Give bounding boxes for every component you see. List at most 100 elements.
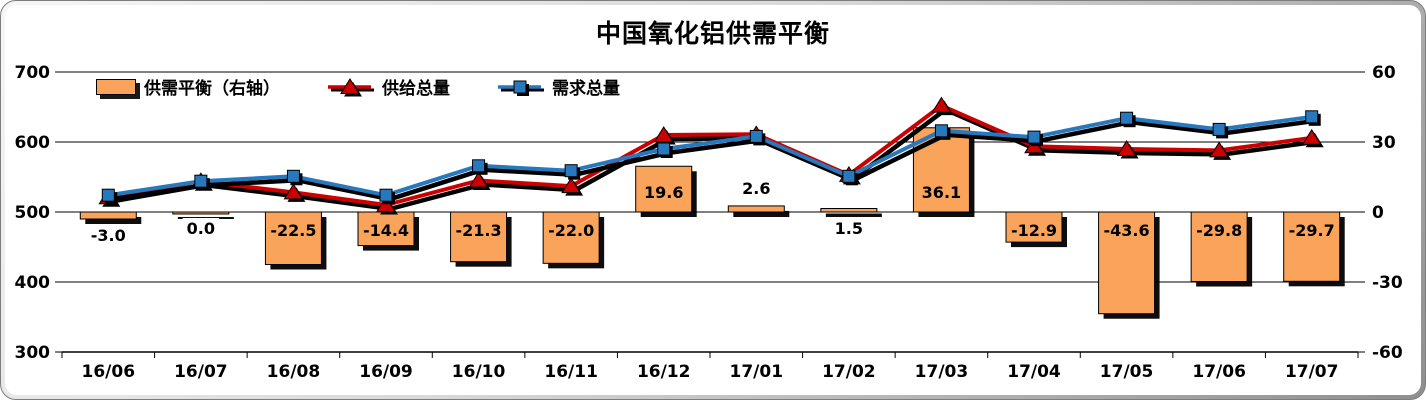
bar-shadow	[825, 213, 882, 217]
square-marker	[513, 80, 527, 93]
legend-item: 供需平衡（右轴）	[96, 74, 280, 99]
bar-label: 0.0	[187, 219, 215, 238]
bar-label: -21.3	[456, 221, 502, 240]
bar-label-bg	[182, 218, 220, 239]
triangle-marker	[653, 126, 674, 142]
x-axis-label: 16/08	[267, 362, 321, 382]
balance-bar	[172, 211, 230, 215]
left-axis-label: 600	[15, 133, 51, 153]
legend-item: 需求总量	[498, 74, 620, 99]
balance-bar	[1098, 211, 1156, 315]
triangle-marker	[931, 96, 952, 113]
bar-label: -22.5	[270, 221, 316, 240]
bar-label-bg	[830, 218, 868, 239]
right-axis-label: 60	[1372, 63, 1396, 83]
balance-bar	[264, 211, 322, 265]
triangle-marker	[561, 177, 582, 194]
square-marker	[1027, 130, 1041, 144]
square-marker	[934, 124, 948, 138]
square-marker	[379, 188, 393, 202]
right-axis-label: -30	[1372, 273, 1403, 293]
x-axis-label: 17/01	[730, 362, 784, 382]
square-marker	[101, 188, 115, 202]
triangle-marker	[340, 77, 360, 94]
triangle-marker	[1301, 128, 1322, 145]
balance-bar	[727, 205, 785, 213]
right-axis-label: 30	[1372, 133, 1396, 153]
balance-bar	[1190, 211, 1248, 283]
square-marker	[194, 174, 208, 188]
square-marker	[1120, 111, 1134, 125]
bar-label: -29.7	[1289, 221, 1335, 240]
triangle-marker	[1116, 140, 1137, 156]
line-shadow	[111, 118, 1317, 202]
bar-label: 36.1	[922, 183, 961, 202]
bar-label: 2.6	[742, 179, 770, 198]
legend-bar-swatch-icon	[96, 78, 136, 95]
chart-background	[5, 5, 1421, 395]
triangle-marker	[376, 196, 396, 212]
demand-line	[107, 114, 1312, 198]
balance-bar	[357, 211, 415, 247]
x-axis-label: 17/07	[1285, 362, 1339, 382]
right-axis-label: -60	[1372, 343, 1403, 363]
square-marker	[657, 142, 671, 156]
square-marker	[1305, 110, 1319, 124]
chart-title: 中国氧化铝供需平衡	[595, 19, 830, 48]
balance-bar	[1005, 211, 1063, 243]
bar-shadow	[85, 217, 142, 224]
supply-line	[107, 103, 1312, 207]
bar-label-bg	[738, 177, 775, 199]
legend-item: 供给总量	[328, 74, 450, 99]
square-marker	[1212, 122, 1226, 136]
bar-label: -12.9	[1011, 221, 1057, 240]
left-axis-label: 300	[15, 343, 51, 363]
x-axis-label: 17/05	[1100, 362, 1154, 382]
bar-label: -3.0	[91, 226, 126, 245]
x-axis-label: 17/06	[1192, 362, 1246, 382]
left-axis-label: 400	[15, 273, 51, 293]
square-marker	[842, 169, 856, 183]
bar-label: -29.8	[1196, 221, 1242, 240]
x-axis-label: 16/07	[174, 362, 228, 382]
bar-label: 19.6	[644, 183, 683, 202]
square-marker	[564, 164, 578, 178]
legend-label: 供需平衡（右轴）	[144, 79, 280, 99]
balance-bar	[635, 165, 693, 213]
square-marker	[286, 169, 300, 183]
left-axis-label: 500	[15, 203, 51, 223]
right-axis-label: 0	[1372, 203, 1384, 223]
balance-bar	[1283, 211, 1341, 282]
x-axis-label: 17/02	[822, 362, 876, 382]
square-marker	[749, 129, 763, 143]
x-axis-label: 17/04	[1007, 362, 1061, 382]
x-axis-label: 16/10	[452, 362, 506, 382]
left-axis-label: 700	[15, 63, 51, 83]
x-axis-label: 16/11	[544, 362, 598, 382]
bar-label: -43.6	[1104, 221, 1150, 240]
bar-label: -22.0	[548, 221, 594, 240]
triangle-marker	[283, 183, 304, 200]
chart-legend: 供需平衡（右轴） 供给总量 需求总量	[96, 74, 620, 99]
x-axis-label: 16/09	[359, 362, 413, 382]
line-shadow	[111, 107, 1317, 212]
bar-label-bg	[85, 225, 132, 246]
bar-label: 1.5	[835, 219, 863, 238]
legend-square-swatch-icon	[498, 80, 544, 96]
x-axis-label: 16/12	[637, 362, 691, 382]
triangle-marker	[1209, 141, 1230, 158]
triangle-marker	[468, 171, 489, 188]
x-axis-label: 16/06	[82, 362, 136, 382]
bar-shadow	[733, 210, 790, 217]
legend-triangle-swatch-icon	[328, 77, 374, 96]
legend-label: 供给总量	[382, 79, 450, 99]
legend-label: 需求总量	[552, 79, 620, 99]
x-axis-label: 17/03	[915, 362, 969, 382]
balance-bar	[542, 211, 600, 264]
balance-bar	[450, 211, 508, 263]
bar-label: -14.4	[363, 221, 409, 240]
balance-bar	[79, 211, 137, 220]
